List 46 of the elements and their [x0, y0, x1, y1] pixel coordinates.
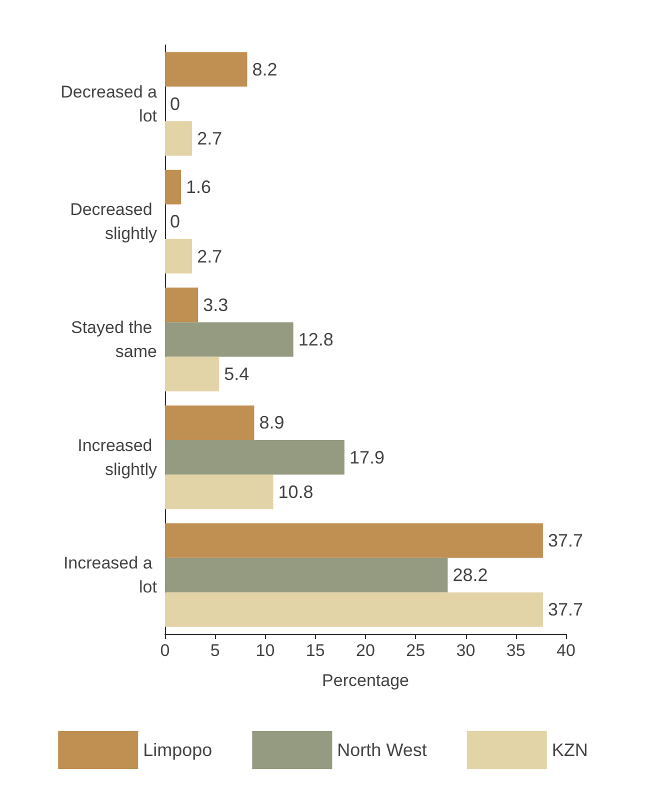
x-tick-label: 5 — [210, 641, 220, 660]
data-label: 0 — [170, 212, 180, 232]
legend-label: North West — [337, 740, 427, 760]
data-label: 12.8 — [298, 330, 334, 350]
bar — [165, 288, 198, 322]
y-tick-label: Increased slightly — [78, 436, 158, 479]
x-tick-label: 35 — [506, 641, 526, 660]
data-label: 5.4 — [224, 364, 250, 384]
data-label: 0 — [170, 94, 180, 114]
x-axis-title: Percentage — [322, 671, 409, 690]
bar — [165, 558, 448, 592]
y-tick-label: Decreased slightly — [70, 200, 158, 244]
x-tick-label: 40 — [556, 641, 576, 660]
x-tick-label: 20 — [356, 641, 375, 660]
x-tick-label: 15 — [306, 641, 325, 660]
bar — [165, 356, 220, 392]
bar — [165, 440, 344, 475]
y-tick-label: Decreased a lot — [60, 82, 158, 126]
data-label: 2.7 — [197, 128, 222, 148]
data-label: 1.6 — [186, 177, 212, 198]
bar — [165, 405, 254, 440]
data-label: 37.7 — [548, 530, 583, 551]
data-label: 28.2 — [452, 565, 488, 586]
bar — [165, 238, 192, 274]
data-label: 3.3 — [203, 294, 228, 315]
bar — [165, 121, 192, 156]
data-label: 2.7 — [197, 246, 222, 266]
x-tick-label: 0 — [160, 641, 170, 660]
data-label: 8.2 — [252, 59, 278, 80]
x-tick-label: 30 — [456, 641, 476, 660]
x-tick-label: 25 — [406, 641, 426, 660]
legend-label: Limpopo — [143, 740, 212, 760]
bar — [165, 474, 274, 510]
legend-label: KZN — [552, 740, 588, 760]
x-tick-label: 10 — [256, 641, 275, 660]
data-label: 10.8 — [278, 482, 314, 502]
bar — [165, 322, 294, 357]
y-tick-label: Increased a lot — [63, 554, 158, 597]
data-label: 8.9 — [259, 412, 284, 433]
y-tick-label: Stayed the same — [70, 318, 157, 361]
data-label: 37.7 — [548, 600, 583, 620]
data-label: 17.9 — [349, 447, 384, 468]
bar — [165, 523, 543, 558]
bar — [165, 52, 248, 87]
bar — [165, 170, 182, 204]
bar — [165, 592, 543, 627]
